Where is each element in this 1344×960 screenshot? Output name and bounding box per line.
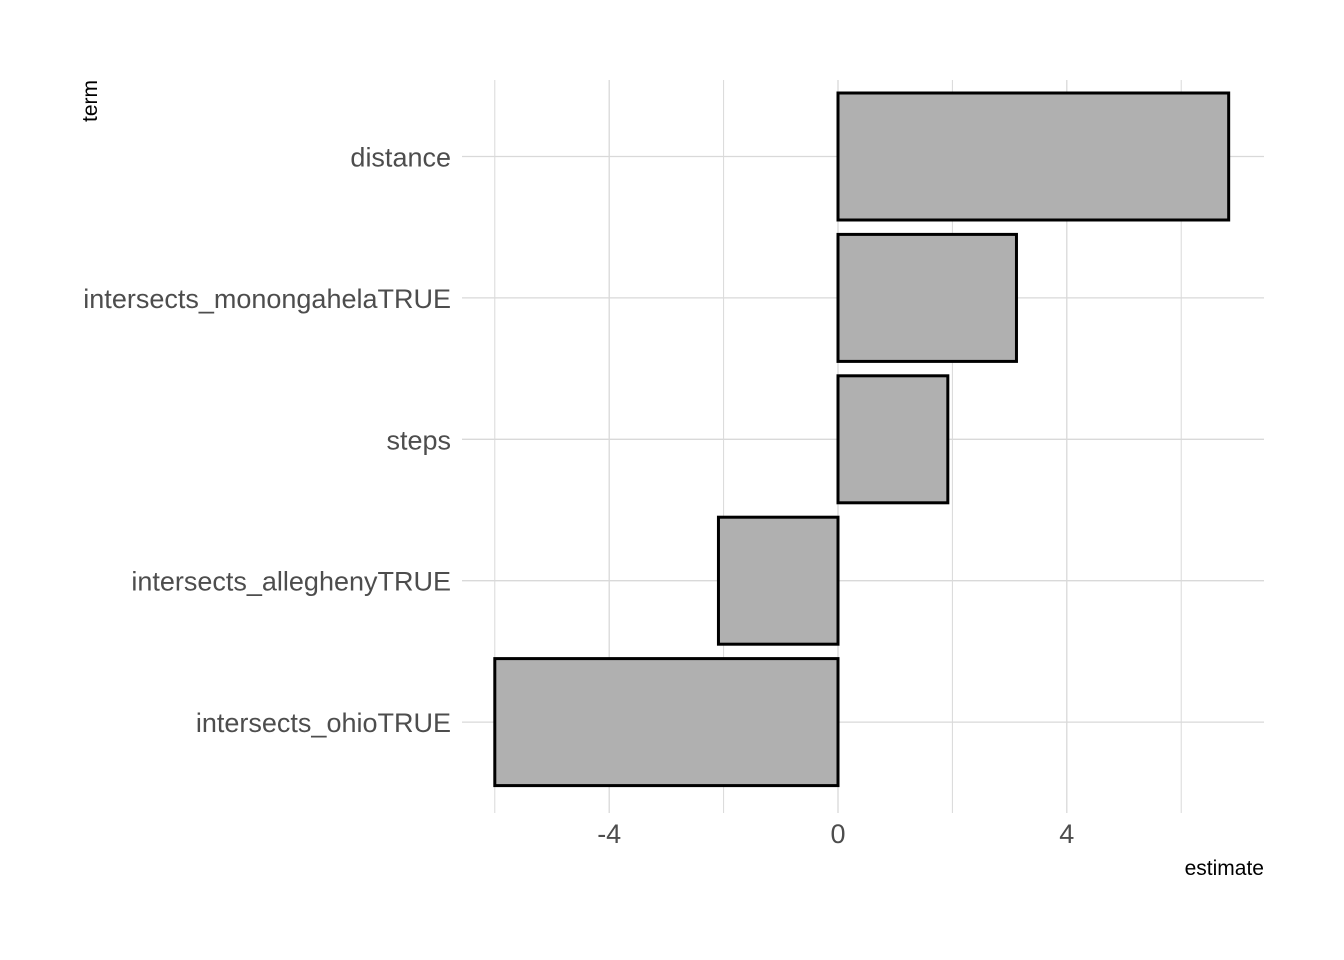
x-tick-label: 4 (1059, 819, 1074, 849)
bar-steps (836, 374, 950, 505)
x-tick-label: -4 (597, 819, 621, 849)
y-tick-label: distance (350, 143, 451, 173)
y-tick-label: steps (386, 425, 451, 455)
x-axis-title: estimate (1185, 857, 1264, 880)
bar-intersects_monongahelaTRUE (836, 232, 1018, 363)
bar-intersects_alleghenyTRUE (716, 515, 840, 646)
y-tick-label: intersects_ohioTRUE (196, 708, 451, 738)
bar-distance (836, 91, 1231, 222)
bars (493, 91, 1231, 788)
y-tick-label: intersects_alleghenyTRUE (131, 567, 451, 597)
x-tick-labels: -4 0 4 (597, 819, 1074, 849)
y-tick-label: intersects_monongahelaTRUE (83, 284, 451, 314)
x-tick-label: 0 (830, 819, 845, 849)
y-axis-title: term (79, 80, 102, 122)
bar-intersects_ohioTRUE (493, 657, 840, 788)
